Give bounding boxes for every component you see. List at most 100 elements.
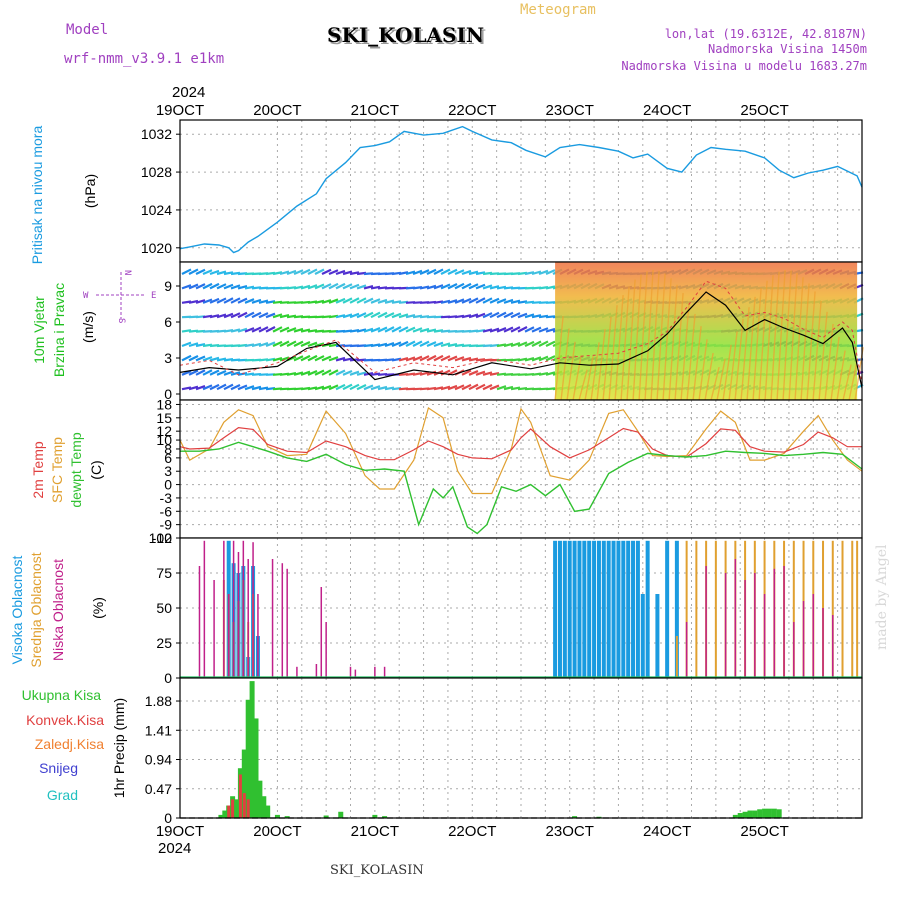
conv-precip-bar xyxy=(227,805,231,818)
wind-barb xyxy=(321,268,332,275)
wind-barb xyxy=(237,384,248,391)
high-cloud-label: Visoka Oblacnost xyxy=(9,556,25,665)
wind-barb xyxy=(405,326,416,333)
wind-barb xyxy=(195,342,206,348)
wind-barb xyxy=(251,342,262,348)
x-tick-label: 23OCT xyxy=(546,102,594,119)
dewpoint-line xyxy=(180,441,863,535)
wind-barb xyxy=(328,282,339,290)
wind-barb xyxy=(468,370,479,376)
wind-barb xyxy=(265,357,276,362)
wind-barb xyxy=(321,343,332,348)
wind-barb xyxy=(209,282,220,290)
wind-barb xyxy=(202,298,213,304)
wind-barb xyxy=(349,297,360,304)
wind-barb xyxy=(662,278,672,401)
wind-barb xyxy=(489,372,500,376)
wind-barb xyxy=(496,385,507,391)
wind-barb xyxy=(764,275,774,401)
low-cloud-bar xyxy=(705,566,707,678)
wind-barb xyxy=(342,383,353,391)
high-cloud-bar xyxy=(674,540,679,678)
wind-barb xyxy=(454,356,465,362)
wind-barb xyxy=(223,297,234,304)
total-precip-bar xyxy=(737,813,743,818)
wind-barb xyxy=(475,383,486,391)
wind-barb xyxy=(307,354,318,362)
year-bottom: 2024 xyxy=(158,840,191,857)
wind-barb xyxy=(398,313,409,319)
wind-barb xyxy=(258,312,269,319)
wind-barb xyxy=(391,357,402,362)
x-tick-label: 20OCT xyxy=(253,823,301,840)
wind-barb xyxy=(668,284,678,401)
high-cloud-bar xyxy=(577,540,582,678)
wind-barb xyxy=(223,312,234,319)
total-precip-bar xyxy=(218,814,224,818)
total-precip-bar xyxy=(253,718,259,818)
wind-barb xyxy=(426,284,437,290)
wind-barb xyxy=(734,318,744,401)
wind-gust-line xyxy=(179,280,863,384)
y-tick-label: 0.94 xyxy=(145,752,172,768)
wind-barb xyxy=(335,369,346,376)
wind-barb xyxy=(377,342,388,348)
wind-barb xyxy=(566,341,576,401)
wind-barb xyxy=(195,299,206,304)
compass-south: S xyxy=(116,318,126,323)
wind-barb xyxy=(314,385,325,391)
wind-barb xyxy=(335,297,346,304)
wind-barb xyxy=(237,297,248,304)
snow-label: Snijeg xyxy=(39,760,78,776)
y-tick-label: 50 xyxy=(156,600,172,616)
total-precip-bar xyxy=(323,815,329,818)
precip-y-ticks: 0 0.47 0.94 1.41 1.88 xyxy=(145,693,180,826)
wind-barb xyxy=(195,369,206,376)
wind-barb xyxy=(230,312,241,319)
wind-barb xyxy=(265,300,276,304)
precip-unit: 1hr Precip (mm) xyxy=(111,698,127,798)
wind-barb xyxy=(468,357,479,362)
wind-barb xyxy=(370,285,381,290)
wind-barb xyxy=(398,326,409,333)
wind-barb xyxy=(307,284,318,290)
temperature-unit: (C) xyxy=(88,460,104,479)
wind-barb xyxy=(433,386,444,391)
wind-barb xyxy=(356,297,367,304)
wind-barb xyxy=(812,300,822,401)
wind-barb xyxy=(251,385,262,391)
y-tick-label: 1028 xyxy=(141,164,172,180)
wind-barb xyxy=(524,326,535,333)
wind-barb xyxy=(181,329,192,333)
x-tick-label: 25OCT xyxy=(740,823,788,840)
wind-barb xyxy=(538,340,549,347)
dewpt-temp-label: dewpt Temp xyxy=(68,432,84,507)
wind-barb xyxy=(272,326,283,333)
mid-cloud-bar xyxy=(831,540,834,678)
wind-barb xyxy=(440,342,451,348)
page-title: SKI_KOLASIN xyxy=(327,23,484,47)
mid-cloud-bar xyxy=(851,540,854,678)
wind-barb xyxy=(710,366,720,401)
wind-barb xyxy=(503,298,514,304)
high-cloud-bar xyxy=(626,540,631,678)
wind-barb xyxy=(770,271,780,401)
wind-barb xyxy=(531,270,542,276)
wind-barb xyxy=(181,284,192,290)
wind-barb xyxy=(188,268,199,275)
wind-barb xyxy=(433,284,444,290)
wind-barb xyxy=(384,326,395,333)
wind-barb xyxy=(216,283,227,290)
wind-barb xyxy=(531,356,542,362)
wind-barb xyxy=(370,311,381,319)
wind-barb xyxy=(300,354,311,362)
wind-barb xyxy=(314,342,325,348)
wind-barb xyxy=(412,340,423,347)
y-tick-label: 8 xyxy=(164,441,172,457)
low-cloud-bar xyxy=(754,573,756,678)
wind-barb xyxy=(258,326,269,333)
wind-barb xyxy=(286,314,297,319)
model-altitude-text: Nadmorska Visina u modelu 1683.27m xyxy=(621,59,867,73)
wind-barb xyxy=(440,355,451,362)
